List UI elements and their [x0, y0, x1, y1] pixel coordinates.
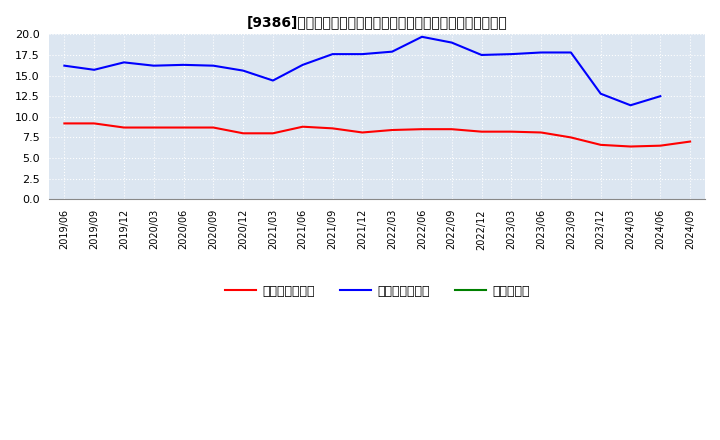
買入債務回転率 [418, 34, 426, 40]
売上債権回転率 [388, 127, 397, 132]
買入債務回転率 [150, 63, 158, 68]
Title: [9386]　売上債権回転率、買入債務回転率、在庫回転率の推移: [9386] 売上債権回転率、買入債務回転率、在庫回転率の推移 [247, 15, 508, 29]
売上債権回転率 [120, 125, 128, 130]
売上債権回転率 [150, 125, 158, 130]
買入債務回転率 [90, 67, 99, 73]
売上債権回転率 [626, 144, 635, 149]
買入債務回転率 [358, 51, 366, 57]
買入債務回転率 [179, 62, 188, 67]
買入債務回転率 [537, 50, 546, 55]
売上債権回転率 [298, 124, 307, 129]
買入債務回転率 [567, 50, 575, 55]
売上債権回転率 [418, 127, 426, 132]
買入債務回転率 [388, 49, 397, 54]
売上債権回転率 [60, 121, 68, 126]
売上債権回転率 [269, 131, 277, 136]
売上債権回転率 [477, 129, 486, 134]
売上債権回転率 [537, 130, 546, 135]
買入債務回転率 [298, 62, 307, 67]
売上債権回転率 [209, 125, 217, 130]
売上債権回転率 [596, 142, 605, 147]
買入債務回転率 [626, 103, 635, 108]
買入債務回転率 [477, 52, 486, 58]
買入債務回転率 [656, 94, 665, 99]
Line: 売上債権回転率: 売上債権回転率 [64, 123, 690, 147]
買入債務回転率 [507, 51, 516, 57]
売上債権回転率 [447, 127, 456, 132]
売上債権回転率 [179, 125, 188, 130]
買入債務回転率 [596, 91, 605, 96]
売上債権回転率 [656, 143, 665, 148]
買入債務回転率 [447, 40, 456, 45]
売上債権回転率 [567, 135, 575, 140]
Legend: 売上債権回転率, 買入債務回転率, 在庫回転率: 売上債権回転率, 買入債務回転率, 在庫回転率 [220, 280, 535, 303]
売上債権回転率 [685, 139, 694, 144]
売上債権回転率 [358, 130, 366, 135]
買入債務回転率 [120, 60, 128, 65]
買入債務回転率 [60, 63, 68, 68]
Line: 買入債務回転率: 買入債務回転率 [64, 37, 660, 105]
売上債権回転率 [328, 126, 337, 131]
買入債務回転率 [209, 63, 217, 68]
売上債権回転率 [507, 129, 516, 134]
売上債権回転率 [239, 131, 248, 136]
買入債務回転率 [328, 51, 337, 57]
買入債務回転率 [239, 68, 248, 73]
売上債権回転率 [90, 121, 99, 126]
買入債務回転率 [269, 78, 277, 83]
